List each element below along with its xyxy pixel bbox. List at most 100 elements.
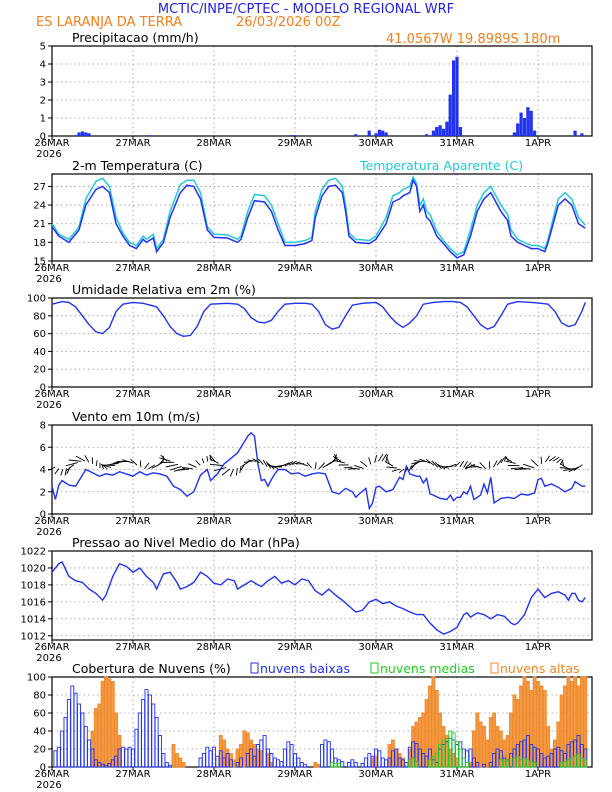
y-tick-label: 3 xyxy=(40,78,46,89)
wind-arrow xyxy=(517,467,531,470)
wind-arrow xyxy=(384,461,394,467)
cloud-low-bar xyxy=(137,712,142,768)
x-tick-label: 1APR xyxy=(525,389,551,400)
cloud-low-bar xyxy=(83,726,88,768)
y-tick-label: 0 xyxy=(40,383,46,394)
cloud-low-bar xyxy=(282,748,287,768)
cloud-low-bar xyxy=(208,750,213,768)
cloud-mid-bar xyxy=(465,762,470,768)
wind-arrow xyxy=(334,460,345,464)
x-year-label: 2026 xyxy=(36,400,61,411)
cloud-high-bar xyxy=(542,690,547,768)
wind-arrow xyxy=(454,461,461,468)
apparent-temp-line xyxy=(51,175,586,256)
x-tick-label: 31MAR xyxy=(439,642,474,653)
y-tick-label: 21 xyxy=(33,219,46,230)
plot-frame xyxy=(51,424,593,515)
wind-arrow xyxy=(155,462,163,467)
cloud-low-bar xyxy=(465,750,470,768)
wind-arrow xyxy=(201,458,205,464)
y-tick-label: 1018 xyxy=(21,580,46,591)
wind-arrow xyxy=(252,458,260,463)
cloud-low-bar xyxy=(168,764,173,768)
cloud-low-bar xyxy=(363,757,368,768)
wind-arrow xyxy=(470,464,483,469)
cloud-mid-bar xyxy=(414,761,419,768)
y-tick-label: 20 xyxy=(33,365,46,376)
x-tick-label: 30MAR xyxy=(358,263,393,274)
cloud-low-bar xyxy=(205,746,210,768)
wind-arrow xyxy=(209,458,219,464)
cloud-high-bar xyxy=(421,712,426,768)
wind-arrow xyxy=(419,458,431,464)
cloud-low-bar xyxy=(299,762,304,768)
y-tick-label: 27 xyxy=(33,182,46,193)
y-tick-label: 100 xyxy=(27,294,46,305)
wind-arrow xyxy=(381,453,388,462)
x-tick-label: 28MAR xyxy=(196,389,231,400)
cloud-low-bar xyxy=(458,741,463,768)
y-tick-label: 0 xyxy=(40,510,46,521)
precip-bar xyxy=(455,56,459,136)
cloud-high-bar xyxy=(313,762,318,768)
cloud-high-bar xyxy=(451,753,456,768)
wind-arrow xyxy=(530,459,539,467)
cloud-low-bar xyxy=(272,757,277,768)
cloud-high-bar xyxy=(174,753,179,768)
wind-arrow xyxy=(101,464,112,468)
wind-arrow xyxy=(504,456,506,462)
cloud-low-bar xyxy=(127,746,132,768)
wind-arrow xyxy=(288,460,297,466)
x-tick-label: 27MAR xyxy=(115,642,150,653)
wind-arrow xyxy=(510,467,524,470)
wind-arrow xyxy=(431,460,439,468)
y-tick-label: 24 xyxy=(33,201,46,212)
precip-bar xyxy=(580,133,584,136)
cloud-low-bar xyxy=(326,741,331,768)
cloud-low-bar xyxy=(66,699,71,768)
cloud-low-bar xyxy=(151,703,156,768)
cloud-legend-label: nuvens altas xyxy=(500,661,580,676)
wind-arrow xyxy=(434,462,442,470)
wind-arrow xyxy=(500,457,505,464)
plot-frame xyxy=(51,550,593,641)
wind-arrow xyxy=(504,457,513,463)
wind-arrow xyxy=(241,461,249,467)
wind-arrow xyxy=(563,468,576,472)
wind-arrow xyxy=(257,458,264,465)
x-tick-label: 31MAR xyxy=(439,389,474,400)
cloud-legend-label: nuvens medias xyxy=(380,661,475,676)
cloud-high-bar xyxy=(512,694,517,768)
wind-arrow xyxy=(425,458,435,466)
precip-bar xyxy=(374,133,378,136)
wind-arrow xyxy=(548,455,556,462)
wind-arrow xyxy=(181,466,193,470)
wind-arrow xyxy=(130,458,138,466)
cloud-high-bar xyxy=(178,757,183,768)
precip-bar xyxy=(384,132,388,136)
wind-arrow xyxy=(493,460,498,468)
panel-title: Cobertura de Nuvens (%) xyxy=(72,661,231,676)
cloud-low-bar xyxy=(77,703,81,768)
cloud-high-bar xyxy=(495,726,500,768)
x-tick-label: 28MAR xyxy=(196,263,231,274)
wind-arrow xyxy=(65,464,75,472)
y-tick-label: 15 xyxy=(33,257,46,268)
wind-arrow xyxy=(284,461,294,467)
wind-arrow xyxy=(177,468,190,471)
cloud-low-bar xyxy=(320,744,324,768)
x-tick-label: 28MAR xyxy=(196,516,231,527)
wind-arrow xyxy=(195,460,201,466)
plot-frame xyxy=(51,45,593,137)
x-tick-label: 26MAR xyxy=(34,642,69,653)
wind-arrow xyxy=(540,456,543,464)
cloud-low-bar xyxy=(293,753,297,768)
x-tick-label: 26MAR xyxy=(34,769,69,780)
cloud-high-bar xyxy=(374,755,378,768)
cloud-legend-swatch xyxy=(250,662,259,674)
cloud-high-bar xyxy=(242,730,247,768)
cloud-mid-bar xyxy=(458,748,463,768)
cloud-low-bar xyxy=(296,757,301,768)
cloud-low-bar xyxy=(158,735,162,768)
